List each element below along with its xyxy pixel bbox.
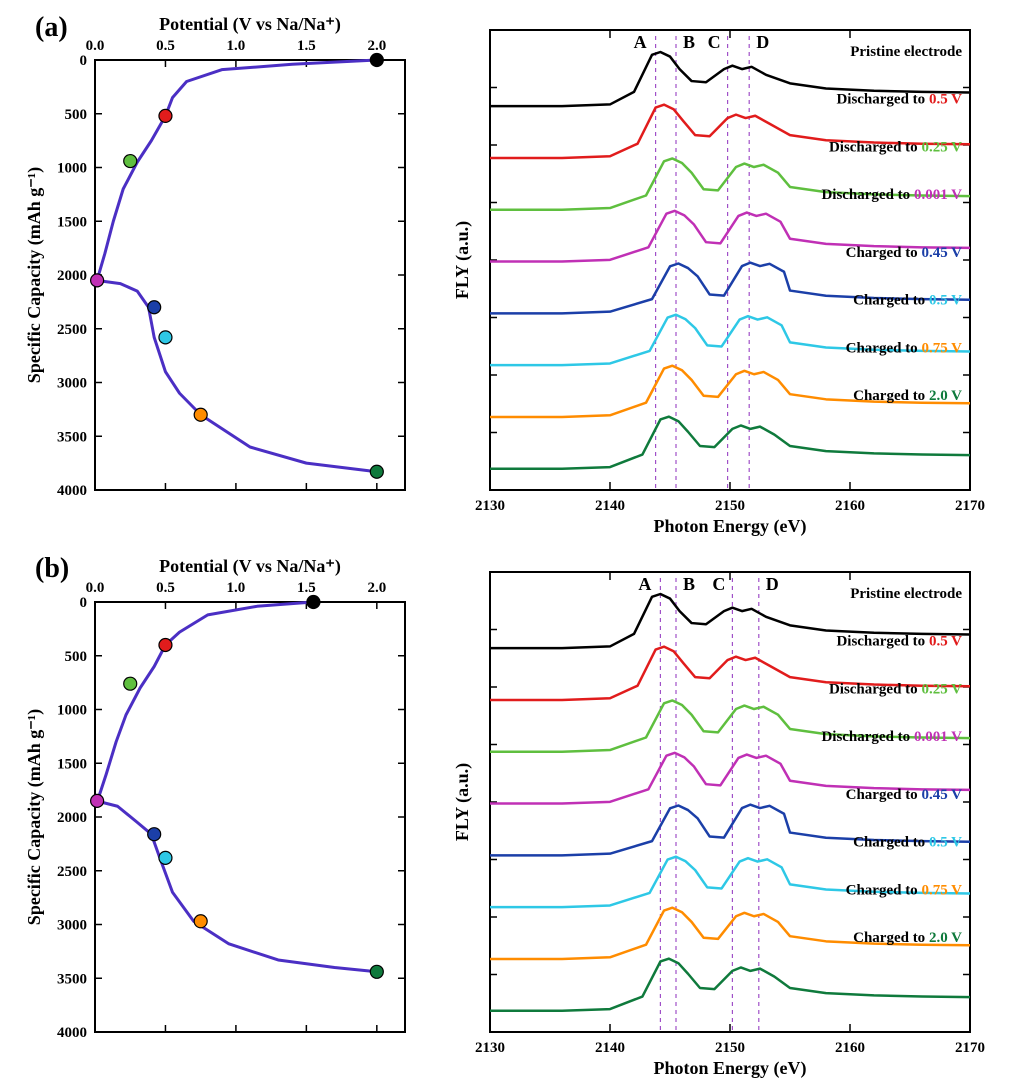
- svg-text:2170: 2170: [955, 498, 985, 514]
- right-ylabel: FLY (a.u.): [452, 221, 473, 299]
- abcd-label-B: B: [683, 32, 695, 52]
- state-marker-4: [148, 301, 161, 314]
- svg-text:2130: 2130: [475, 498, 505, 514]
- state-marker-4: [148, 828, 161, 841]
- svg-text:2140: 2140: [595, 498, 625, 514]
- svg-text:2500: 2500: [57, 322, 87, 338]
- svg-text:1000: 1000: [57, 161, 87, 177]
- svg-text:2.0: 2.0: [367, 38, 386, 54]
- abcd-label-B: B: [683, 574, 695, 594]
- state-marker-2: [124, 155, 137, 168]
- svg-text:2170: 2170: [955, 1040, 985, 1056]
- abcd-label-C: C: [708, 32, 721, 52]
- svg-text:1000: 1000: [57, 703, 87, 719]
- svg-text:2160: 2160: [835, 498, 865, 514]
- svg-text:0.0: 0.0: [86, 38, 105, 54]
- spectrum-legend-4: Charged to 0.45 V: [846, 245, 963, 261]
- state-marker-5: [159, 331, 172, 344]
- spectrum-legend-1: Discharged to 0.5 V: [836, 92, 962, 108]
- left-xlabel: Potential (V vs Na/Na⁺): [159, 556, 341, 577]
- svg-text:3000: 3000: [57, 376, 87, 392]
- spectrum-legend-0: Pristine electrode: [850, 586, 962, 602]
- spectrum-legend-2: Discharged to 0.25 V: [829, 139, 962, 155]
- svg-text:1.0: 1.0: [227, 580, 246, 596]
- svg-text:2150: 2150: [715, 1040, 745, 1056]
- abcd-label-A: A: [634, 32, 647, 52]
- left-plot-frame: [95, 602, 405, 1032]
- state-marker-3: [91, 794, 104, 807]
- svg-text:2000: 2000: [57, 810, 87, 826]
- right-xlabel: Photon Energy (eV): [654, 516, 807, 537]
- svg-text:1.0: 1.0: [227, 38, 246, 54]
- spectrum-legend-3: Discharged to 0.001 V: [821, 187, 962, 203]
- svg-text:0: 0: [80, 595, 88, 611]
- spectrum-legend-0: Pristine electrode: [850, 44, 962, 60]
- spectrum-legend-6: Charged to 0.75 V: [846, 340, 963, 356]
- capacity-curve-charge: [96, 280, 376, 471]
- svg-text:0: 0: [80, 53, 88, 69]
- svg-text:4000: 4000: [57, 1025, 87, 1041]
- left-ylabel: Specific Capacity (mAh g⁻¹): [24, 167, 45, 383]
- svg-text:500: 500: [65, 107, 88, 123]
- left-plot-frame: [95, 60, 405, 490]
- spectrum-legend-7: Charged to 2.0 V: [853, 930, 962, 946]
- svg-text:3000: 3000: [57, 918, 87, 934]
- abcd-label-C: C: [712, 574, 725, 594]
- state-marker-1: [159, 109, 172, 122]
- state-marker-2: [124, 677, 137, 690]
- svg-text:1500: 1500: [57, 214, 87, 230]
- state-marker-0: [307, 596, 320, 609]
- svg-text:1.5: 1.5: [297, 38, 316, 54]
- svg-text:2160: 2160: [835, 1040, 865, 1056]
- svg-text:2140: 2140: [595, 1040, 625, 1056]
- right-xlabel: Photon Energy (eV): [654, 1058, 807, 1079]
- abcd-label-A: A: [638, 574, 651, 594]
- capacity-curve-discharge: [96, 602, 313, 801]
- spectrum-legend-7: Charged to 2.0 V: [853, 388, 962, 404]
- svg-text:2130: 2130: [475, 1040, 505, 1056]
- state-marker-7: [370, 465, 383, 478]
- spectrum-7: [490, 959, 970, 1011]
- state-marker-7: [370, 965, 383, 978]
- state-marker-6: [194, 915, 207, 928]
- spectrum-legend-5: Charged to 0.5 V: [853, 293, 962, 309]
- state-marker-6: [194, 408, 207, 421]
- svg-text:4000: 4000: [57, 483, 87, 499]
- svg-text:2150: 2150: [715, 498, 745, 514]
- right-ylabel: FLY (a.u.): [452, 763, 473, 841]
- svg-text:2000: 2000: [57, 268, 87, 284]
- panel-b-label: (b): [35, 553, 69, 585]
- left-ylabel: Specific Capacity (mAh g⁻¹): [24, 709, 45, 925]
- svg-text:1500: 1500: [57, 756, 87, 772]
- svg-text:0.5: 0.5: [156, 580, 175, 596]
- panel-a-label: (a): [35, 12, 68, 44]
- svg-text:0.5: 0.5: [156, 38, 175, 54]
- spectrum-legend-2: Discharged to 0.25 V: [829, 681, 962, 697]
- svg-text:2500: 2500: [57, 864, 87, 880]
- spectrum-legend-1: Discharged to 0.5 V: [836, 634, 962, 650]
- state-marker-5: [159, 851, 172, 864]
- figure-svg: 0.0 0.5 1.0 1.5 2.0 0 500 1000 1500 2000 2500 3000 3…: [0, 0, 1013, 1084]
- spectrum-7: [490, 417, 970, 469]
- state-marker-0: [370, 54, 383, 67]
- left-xlabel: Potential (V vs Na/Na⁺): [159, 14, 341, 35]
- state-marker-3: [91, 274, 104, 287]
- spectrum-legend-5: Charged to 0.5 V: [853, 835, 962, 851]
- state-marker-1: [159, 639, 172, 652]
- spectrum-legend-4: Charged to 0.45 V: [846, 787, 963, 803]
- svg-text:3500: 3500: [57, 971, 87, 987]
- svg-text:1.5: 1.5: [297, 580, 316, 596]
- svg-text:2.0: 2.0: [367, 580, 386, 596]
- svg-text:500: 500: [65, 649, 88, 665]
- spectrum-legend-6: Charged to 0.75 V: [846, 882, 963, 898]
- spectrum-legend-3: Discharged to 0.001 V: [821, 729, 962, 745]
- svg-text:3500: 3500: [57, 429, 87, 445]
- figure-page: (a) (b) 0.0 0.5 1.0 1.5 2.0 0 500 1000 1500 2000 2…: [0, 0, 1013, 1084]
- abcd-label-D: D: [766, 574, 779, 594]
- abcd-label-D: D: [756, 32, 769, 52]
- capacity-curve-discharge: [96, 60, 376, 280]
- capacity-curve-charge: [96, 801, 376, 972]
- svg-text:0.0: 0.0: [86, 580, 105, 596]
